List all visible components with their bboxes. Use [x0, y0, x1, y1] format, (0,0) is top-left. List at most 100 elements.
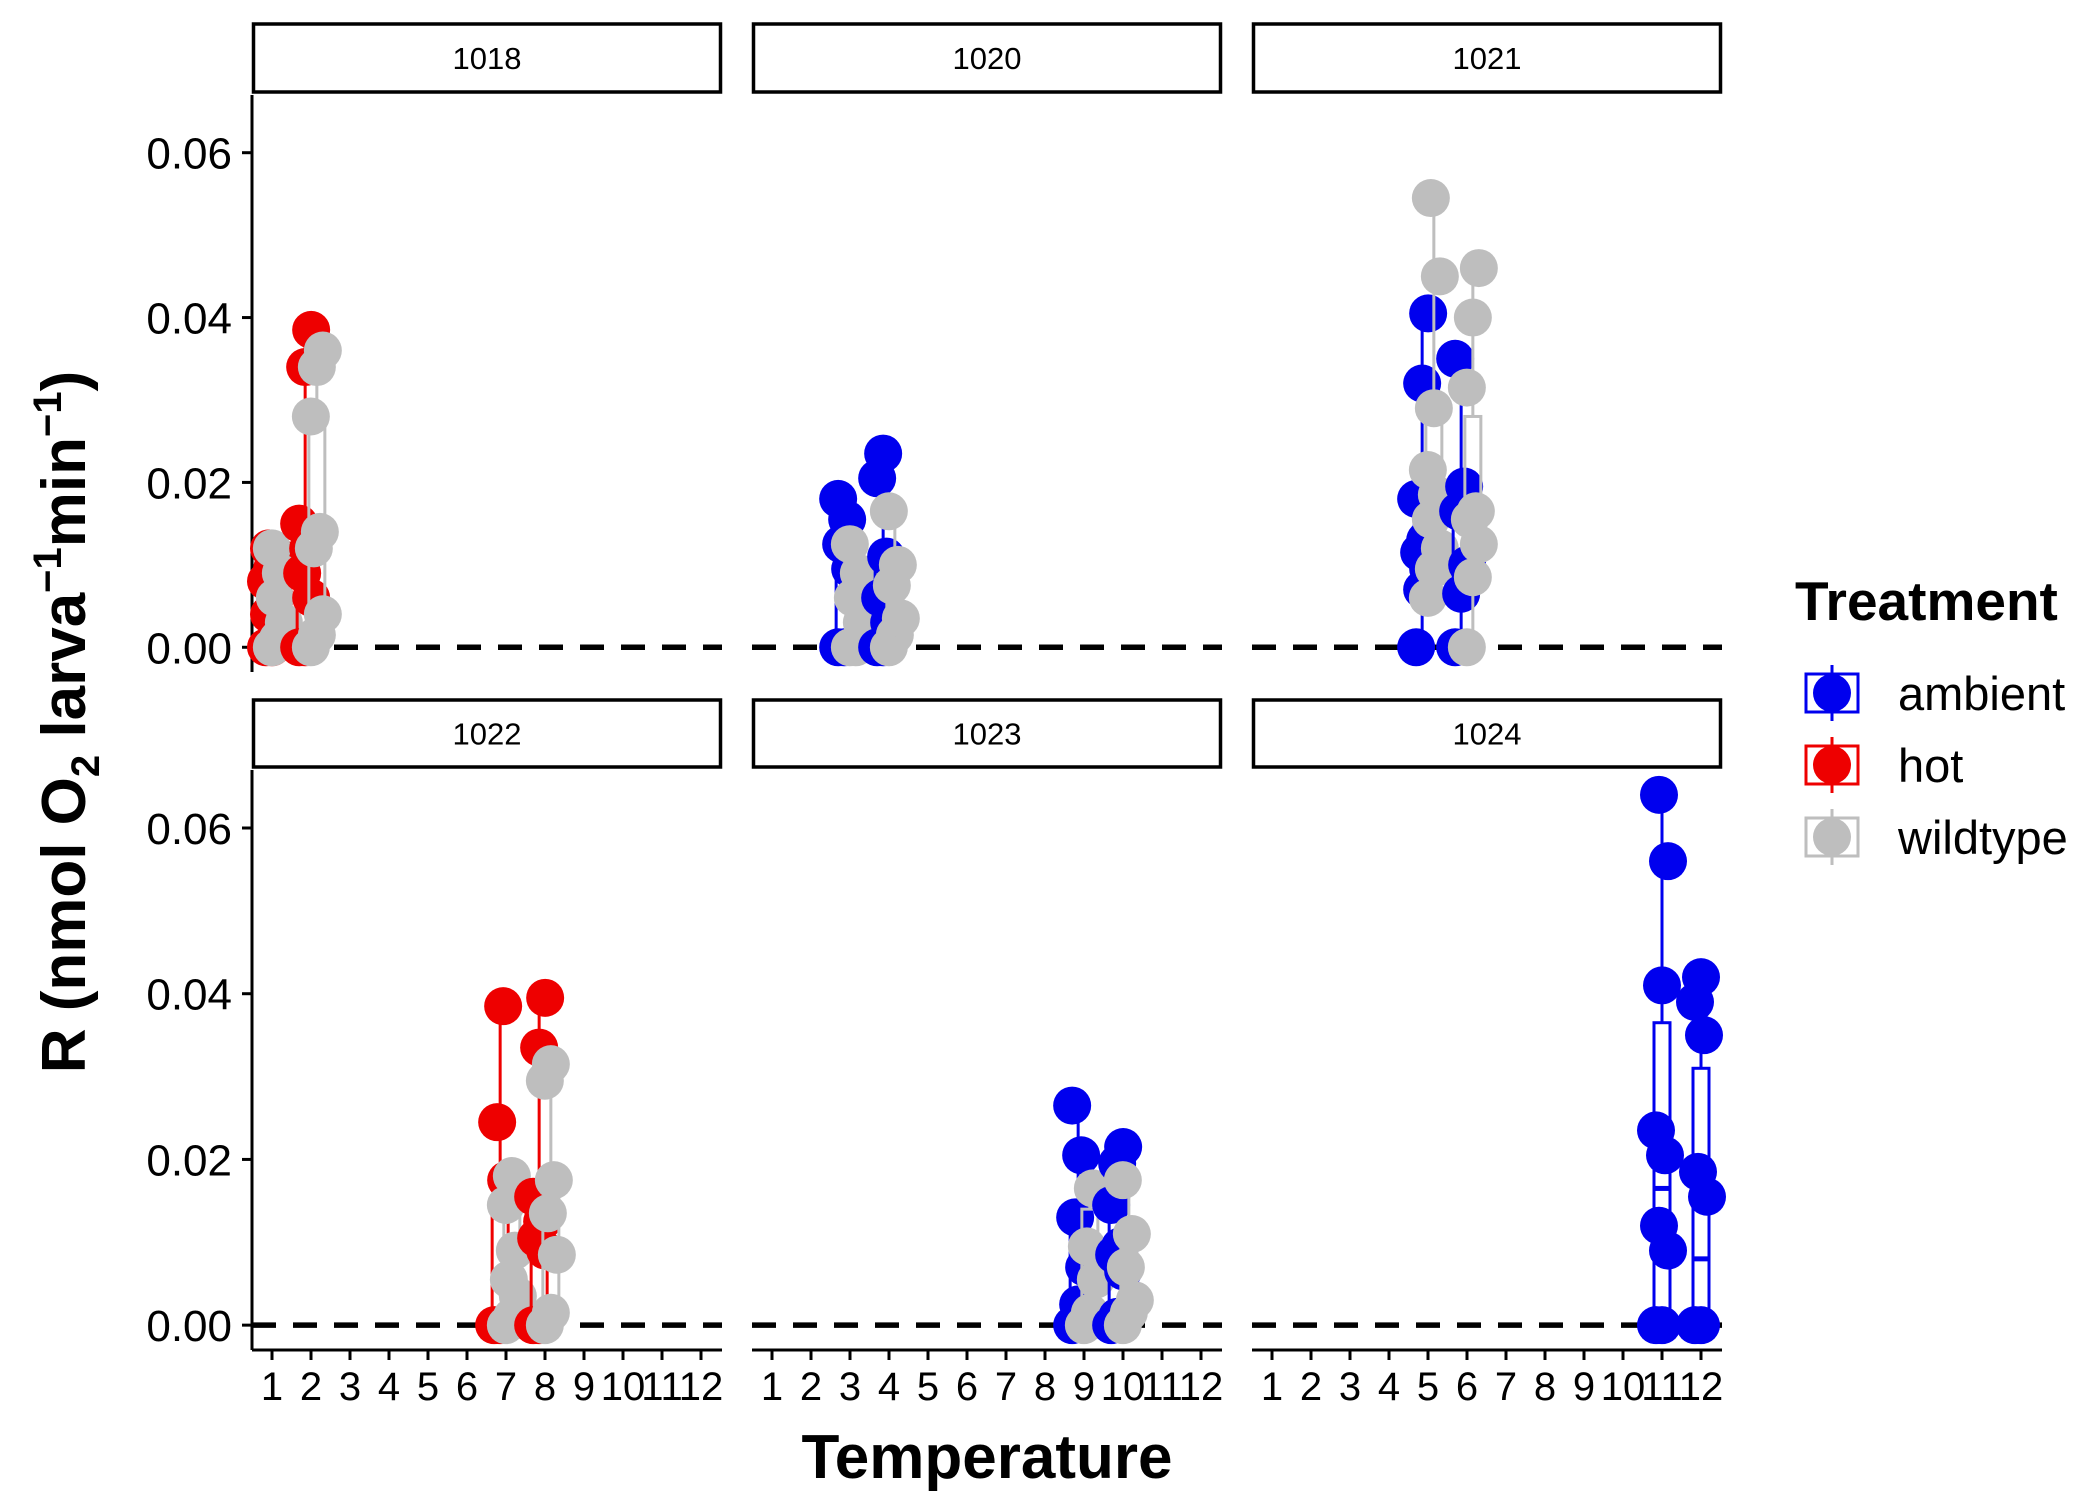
y-axis-title-part: −1: [26, 391, 70, 437]
data-point-wildtype: [534, 1161, 573, 1200]
data-point-ambient: [1685, 1016, 1723, 1055]
legend-entry-ambient: ambient: [1804, 665, 2065, 721]
facet-strip: [251, 698, 723, 769]
data-point-wildtype: [1456, 492, 1495, 531]
facet-panel-1021: 1021: [1251, 22, 1723, 667]
data-point-wildtype: [839, 554, 878, 593]
data-point-ambient: [1640, 775, 1678, 814]
legend-key-point: [1813, 818, 1851, 856]
x-tick-label: 10: [601, 1365, 646, 1409]
data-point-ambient: [1682, 958, 1720, 997]
facet-strip: [751, 698, 1223, 769]
x-tick-label: 7: [995, 1365, 1017, 1409]
data-point-wildtype: [1115, 1281, 1154, 1320]
x-tick-label: 2: [1300, 1365, 1322, 1409]
y-tick-label: 0.06: [146, 130, 232, 179]
x-tick-label: 8: [1034, 1365, 1056, 1409]
facet-strip-label: 1020: [953, 41, 1022, 76]
legend-label: ambient: [1898, 667, 2065, 720]
x-tick-label: 1: [261, 1365, 283, 1409]
data-point-wildtype: [1453, 298, 1492, 337]
data-point-wildtype: [1447, 628, 1486, 667]
facet-strip: [751, 22, 1223, 94]
data-point-ambient: [1643, 966, 1681, 1005]
data-point-ambient: [1682, 1306, 1720, 1345]
data-point-wildtype: [537, 1235, 576, 1274]
x-tick-label: 9: [1073, 1365, 1095, 1409]
data-point-wildtype: [1420, 257, 1459, 296]
x-tick-label: 7: [495, 1365, 517, 1409]
x-tick-label: 10: [1601, 1365, 1646, 1409]
data-point-wildtype: [869, 492, 908, 531]
facet-strip: [251, 22, 723, 94]
data-point-ambient: [1397, 628, 1436, 667]
data-point-wildtype: [881, 599, 920, 638]
data-point-wildtype: [1420, 529, 1459, 568]
legend-entry-hot: hot: [1804, 737, 1963, 793]
boxplot-wildtype: [1447, 249, 1498, 667]
data-point-wildtype: [1447, 368, 1486, 407]
data-point-ambient: [1062, 1136, 1101, 1175]
y-tick-label: 0.02: [146, 1136, 232, 1185]
data-point-ambient: [1104, 1128, 1143, 1166]
legend-title: Treatment: [1795, 570, 2058, 632]
y-axis-title-part: 2: [64, 755, 108, 777]
data-point-hot: [526, 978, 565, 1017]
x-tick-label: 9: [573, 1365, 595, 1409]
x-tick-label: 3: [339, 1365, 361, 1409]
x-tick-label: 12: [1179, 1365, 1224, 1409]
x-axis-title: Temperature: [802, 1423, 1173, 1492]
x-tick-label: 11: [1641, 1365, 1683, 1409]
x-tick-label: 10: [1101, 1365, 1146, 1409]
boxplot-wildtype: [869, 492, 920, 667]
data-point-wildtype: [1408, 451, 1447, 490]
y-tick-label: 0.02: [146, 459, 232, 508]
boxplot-wildtype: [291, 331, 342, 667]
data-point-ambient: [864, 434, 903, 473]
x-tick-label: 3: [839, 1365, 861, 1409]
y-axis-title-part: larva: [30, 592, 99, 755]
data-point-wildtype: [291, 397, 330, 436]
x-tick-label: 3: [1339, 1365, 1361, 1409]
data-point-wildtype: [300, 512, 339, 551]
x-tick-label: 9: [1573, 1365, 1595, 1409]
data-point-ambient: [1409, 294, 1448, 333]
data-point-ambient: [1053, 1086, 1092, 1125]
x-tick-label: 1: [761, 1365, 783, 1409]
facet-panel-1020: 1020: [751, 22, 1223, 667]
y-tick-label: 0.04: [146, 971, 232, 1020]
data-point-wildtype: [1414, 389, 1453, 428]
data-point-ambient: [1679, 1152, 1717, 1191]
data-point-wildtype: [830, 525, 869, 564]
y-tick-label: 0.04: [146, 295, 232, 344]
y-axis-title-part: min: [30, 437, 99, 547]
data-point-ambient: [819, 479, 858, 518]
data-point-wildtype: [1103, 1161, 1142, 1200]
x-tick-label: 5: [917, 1365, 939, 1409]
facet-strip-label: 1018: [453, 41, 522, 76]
x-tick-label: 12: [679, 1365, 724, 1409]
data-point-wildtype: [303, 331, 342, 370]
data-point-hot: [484, 987, 523, 1026]
legend-entry-wildtype: wildtype: [1804, 809, 2068, 865]
boxplot-ambient: [1637, 775, 1687, 1345]
boxplot-wildtype: [1103, 1161, 1154, 1345]
data-point-ambient: [1640, 1206, 1678, 1245]
y-axis-title-part: −1: [26, 547, 70, 593]
data-point-wildtype: [531, 1045, 570, 1084]
facet-strip: [1251, 698, 1723, 769]
data-point-wildtype: [1411, 179, 1450, 218]
facet-strip: [1251, 22, 1723, 94]
x-tick-label: 6: [956, 1365, 978, 1409]
x-tick-label: 4: [378, 1365, 400, 1409]
x-tick-label: 4: [1378, 1365, 1400, 1409]
data-point-wildtype: [489, 1260, 528, 1299]
y-axis-title-part: R (nmol O: [30, 777, 99, 1073]
legend-key-point: [1813, 674, 1851, 712]
facet-strip-label: 1022: [453, 717, 522, 752]
data-point-ambient: [1649, 842, 1687, 881]
data-point-ambient: [1643, 1306, 1681, 1345]
